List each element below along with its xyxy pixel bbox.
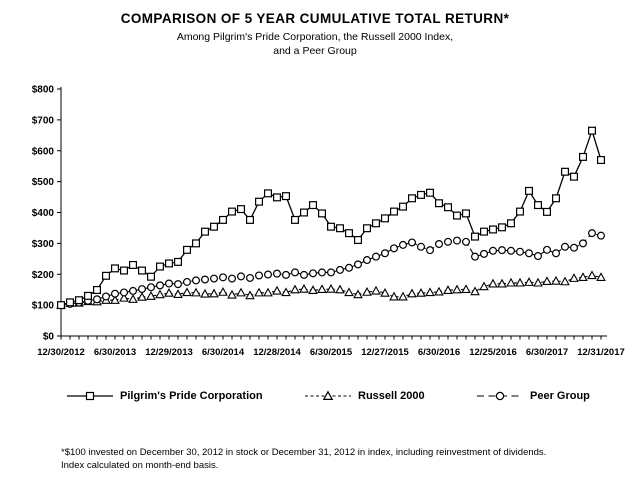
svg-text:6/30/2015: 6/30/2015 [310,347,353,358]
legend-label-russell-2000: Russell 2000 [358,390,425,402]
solid-line-square-marker-icon [67,391,113,401]
svg-text:12/30/2012: 12/30/2012 [37,347,85,358]
chart-legend: Pilgrim's Pride Corporation Russell 2000… [0,390,630,406]
svg-text:12/28/2014: 12/28/2014 [253,347,301,358]
dashed-line-triangle-marker-icon [305,390,351,400]
svg-text:6/30/2016: 6/30/2016 [418,347,460,358]
svg-text:12/25/2016: 12/25/2016 [469,347,517,358]
svg-text:$500: $500 [32,177,55,188]
svg-text:$600: $600 [32,146,55,157]
svg-text:$100: $100 [32,301,55,312]
svg-text:6/30/2017: 6/30/2017 [526,347,568,358]
svg-text:$800: $800 [32,85,55,96]
svg-text:$0: $0 [43,332,55,343]
legend-item-peer-group: Peer Group [477,390,590,402]
legend-item-russell-2000: Russell 2000 [305,390,425,402]
chart-subtitle-line1: Among Pilgrim's Pride Corporation, the R… [176,31,454,43]
chart-title: COMPARISON OF 5 YEAR CUMULATIVE TOTAL RE… [120,11,510,26]
legend-item-pilgrims-pride: Pilgrim's Pride Corporation [67,390,263,402]
svg-text:$400: $400 [32,208,55,219]
svg-text:$700: $700 [32,115,55,126]
svg-text:12/29/2013: 12/29/2013 [145,347,193,358]
svg-text:12/27/2015: 12/27/2015 [361,347,409,358]
footnote-line1: *$100 invested on December 30, 2012 in s… [61,447,547,458]
svg-text:$300: $300 [32,239,55,250]
chart-plot-area: $0 $100 $200 $300 $400 $500 $600 $700 $800 12/30/… [0,75,630,370]
svg-text:6/30/2014: 6/30/2014 [202,347,245,358]
footnote-line2: Index calculated on month-end basis. [61,460,219,471]
dash-line-circle-marker-icon [477,391,523,401]
chart-footnote: *$100 invested on December 30, 2012 in s… [61,446,546,472]
svg-text:6/30/2013: 6/30/2013 [94,347,136,358]
svg-text:12/31/2017: 12/31/2017 [577,347,625,358]
legend-label-peer-group: Peer Group [530,390,590,402]
chart-canvas: $0 $100 $200 $300 $400 $500 $600 $700 $800 12/30/… [32,85,625,359]
legend-label-pilgrims-pride: Pilgrim's Pride Corporation [120,390,263,402]
chart-subtitle-line2: and a Peer Group [273,45,357,57]
svg-text:$200: $200 [32,270,55,281]
